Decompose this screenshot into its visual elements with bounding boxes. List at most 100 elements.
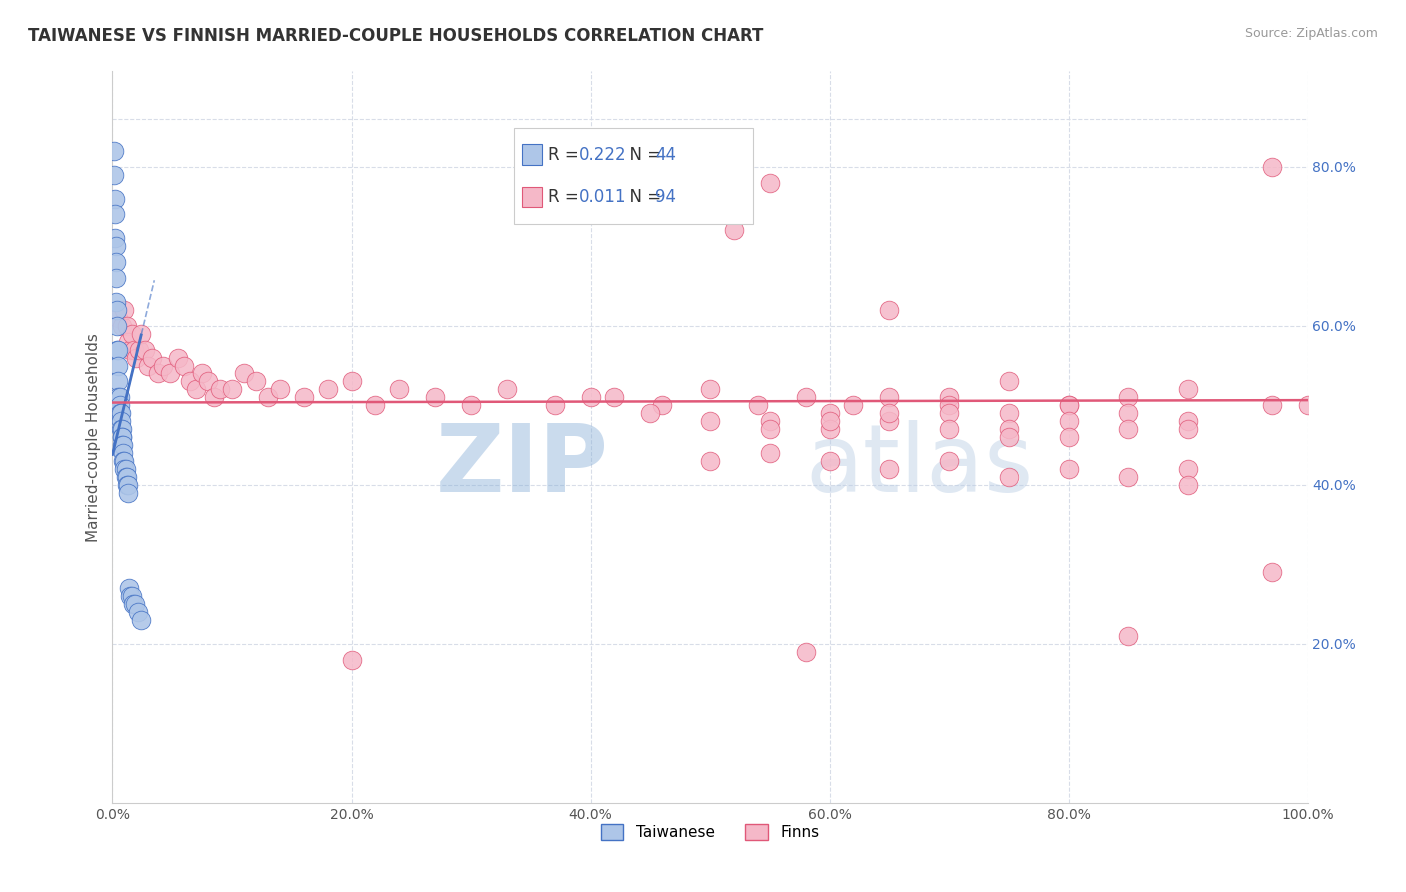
Text: ZIP: ZIP (436, 420, 609, 512)
Point (269, 383, 291, 397)
Point (111, 318, 134, 333)
Point (146, 367, 169, 381)
Point (105, 255, 128, 269)
Point (938, 398, 960, 412)
Point (640, 406, 662, 420)
Point (112, 454, 135, 468)
Point (129, 326, 152, 341)
Point (117, 485, 139, 500)
Point (1118, 406, 1140, 420)
Point (818, 454, 841, 468)
Text: 94: 94 (655, 188, 676, 206)
Point (108, 406, 131, 420)
Point (998, 422, 1021, 436)
Point (114, 454, 135, 468)
Point (998, 406, 1021, 420)
Point (879, 462, 901, 476)
Point (794, 390, 817, 404)
Point (104, 192, 127, 206)
Point (105, 343, 128, 357)
Point (107, 310, 129, 325)
Point (759, 422, 782, 436)
Point (141, 351, 163, 365)
Point (118, 581, 141, 595)
Point (117, 334, 139, 349)
Point (209, 383, 232, 397)
Point (1057, 414, 1080, 428)
Point (794, 645, 817, 659)
Point (543, 398, 565, 412)
Point (138, 359, 160, 373)
Point (111, 430, 134, 444)
Point (460, 398, 482, 412)
Text: TAIWANESE VS FINNISH MARRIED-COUPLE HOUSEHOLDS CORRELATION CHART: TAIWANESE VS FINNISH MARRIED-COUPLE HOUS… (28, 27, 763, 45)
Point (759, 446, 782, 460)
Text: N =: N = (619, 188, 666, 206)
Point (1057, 462, 1080, 476)
Point (129, 613, 152, 627)
Point (425, 390, 447, 404)
Point (1296, 398, 1319, 412)
Point (1118, 470, 1140, 484)
Point (603, 390, 626, 404)
Point (1057, 430, 1080, 444)
Point (134, 343, 156, 357)
Point (1261, 160, 1284, 174)
Point (723, 223, 745, 237)
Point (998, 470, 1021, 484)
Point (202, 390, 225, 404)
Text: 0.011: 0.011 (579, 188, 627, 206)
Point (316, 383, 339, 397)
Point (699, 383, 721, 397)
Point (105, 271, 128, 285)
Point (496, 383, 519, 397)
Point (938, 390, 960, 404)
Point (105, 294, 128, 309)
Point (759, 414, 782, 428)
Point (364, 398, 387, 412)
Text: 0.222: 0.222 (579, 145, 627, 163)
Point (879, 302, 901, 317)
Point (233, 367, 256, 381)
Point (1118, 629, 1140, 643)
Point (105, 239, 128, 253)
Point (152, 359, 174, 373)
Point (115, 470, 138, 484)
Point (191, 367, 214, 381)
Point (747, 398, 769, 412)
Point (114, 470, 136, 484)
Point (818, 422, 841, 436)
Point (108, 398, 131, 412)
Point (122, 343, 145, 357)
Point (651, 398, 673, 412)
Point (1177, 414, 1199, 428)
Point (127, 605, 149, 619)
Point (186, 383, 208, 397)
Point (112, 438, 135, 452)
Point (1118, 422, 1140, 436)
Point (111, 438, 134, 452)
Point (114, 462, 135, 476)
Point (121, 597, 143, 611)
Point (1057, 398, 1080, 412)
Point (879, 406, 901, 420)
Point (879, 414, 901, 428)
Point (167, 351, 190, 365)
Point (110, 422, 132, 436)
Point (107, 390, 129, 404)
Point (1261, 398, 1284, 412)
Point (111, 422, 134, 436)
Point (112, 446, 135, 460)
Point (108, 390, 131, 404)
Point (114, 462, 136, 476)
Point (111, 430, 134, 444)
Point (103, 168, 125, 182)
Point (103, 144, 125, 158)
Point (1177, 422, 1199, 436)
Point (818, 414, 841, 428)
Point (842, 398, 865, 412)
Point (579, 390, 602, 404)
Point (998, 430, 1021, 444)
Point (120, 589, 142, 603)
Point (292, 390, 315, 404)
